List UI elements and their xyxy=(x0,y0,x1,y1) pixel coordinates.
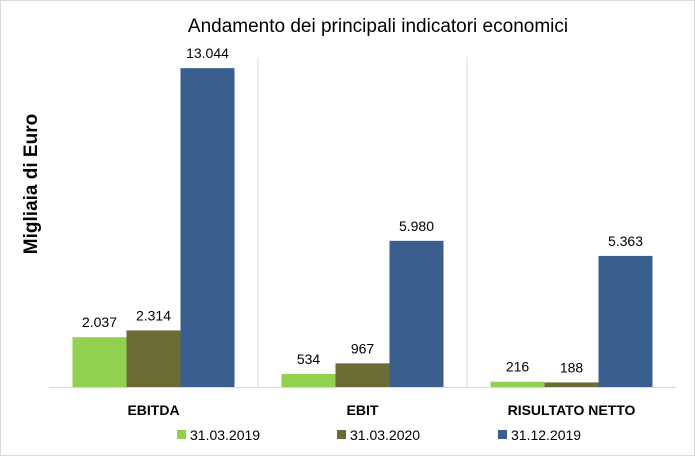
data-label: 5.980 xyxy=(399,218,434,234)
x-tick-label: EBIT xyxy=(347,402,379,418)
bar-ebit-31.03.2020 xyxy=(335,363,390,387)
legend-label: 31.12.2019 xyxy=(511,427,581,443)
data-label: 13.044 xyxy=(186,45,229,61)
bar-ebit-31.12.2019 xyxy=(389,240,444,387)
bar-ebitda-31.12.2019 xyxy=(180,68,235,387)
bar-ebit-31.03.2019 xyxy=(281,373,336,387)
legend: 31.03.2019 31.03.2020 31.12.2019 xyxy=(177,427,581,443)
x-tick-label: EBITDA xyxy=(127,402,179,418)
data-label: 534 xyxy=(297,351,321,367)
legend-swatch xyxy=(498,430,507,439)
data-label: 967 xyxy=(351,340,375,356)
bar-risultato-netto-31.03.2019 xyxy=(490,381,545,387)
plot-area: 2.037 2.314 13.044 EBITDA 534 967 5.980 EBIT 216… xyxy=(49,45,676,418)
legend-label: 31.03.2019 xyxy=(190,427,260,443)
bar-risultato-netto-31.03.2020 xyxy=(544,382,599,387)
data-label: 216 xyxy=(506,359,530,375)
data-label: 5.363 xyxy=(608,233,643,249)
y-axis-label: Migliaia di Euro xyxy=(21,114,42,254)
data-label: 188 xyxy=(560,359,584,375)
bar-ebitda-31.03.2020 xyxy=(126,330,181,387)
chart-title: Andamento dei principali indicatori econ… xyxy=(188,16,568,37)
data-label: 2.037 xyxy=(82,314,117,330)
legend-swatch xyxy=(337,430,346,439)
legend-swatch xyxy=(177,430,186,439)
x-tick-label: RISULTATO NETTO xyxy=(508,402,636,418)
data-label: 2.314 xyxy=(136,307,171,323)
bar-ebitda-31.03.2019 xyxy=(72,337,127,387)
bar-risultato-netto-31.12.2019 xyxy=(598,255,653,387)
legend-label: 31.03.2020 xyxy=(350,427,420,443)
